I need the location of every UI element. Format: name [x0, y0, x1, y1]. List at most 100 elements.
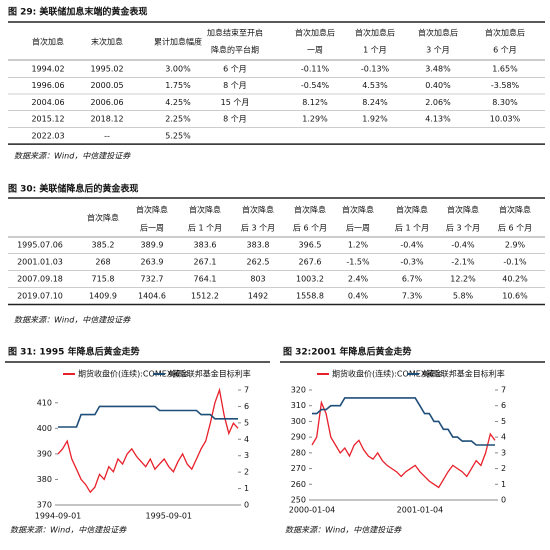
y2-tick-label: 4 — [501, 433, 506, 442]
cell: -- — [104, 131, 110, 140]
cell: 803 — [250, 275, 265, 284]
cell: 2.9% — [505, 241, 526, 250]
y-tick-label: 260 — [291, 480, 306, 489]
cell: 1994.02 — [31, 65, 64, 74]
cell: 2019.07.10 — [17, 292, 63, 301]
cell: 2022.03 — [31, 131, 64, 140]
cell: 1.65% — [492, 65, 518, 74]
cell: 1558.8 — [296, 292, 324, 301]
header-cell: 后 6 个月 — [293, 223, 327, 233]
y2-tick-label: 3 — [244, 451, 249, 460]
y2-tick-label: 3 — [501, 448, 506, 457]
header-cell: 首次降息 — [499, 205, 531, 215]
cell: 15 个月 — [221, 98, 250, 107]
cell: 5.25% — [165, 131, 191, 140]
cell: 4.53% — [362, 81, 388, 90]
y-tick-label: 370 — [37, 501, 52, 510]
chart-title: 图 31: 1995 年降息后黄金走势 — [8, 346, 140, 358]
cell: 2000.05 — [90, 81, 123, 90]
cell: 2018.12 — [90, 115, 123, 124]
legend-label: 期货收盘价(连续):COMEX黄金 — [332, 369, 442, 379]
series-line — [58, 405, 238, 428]
source: 数据来源：Wind，中信建投证券 — [285, 526, 402, 535]
y2-tick-label: 5 — [244, 418, 249, 427]
cell: 1404.6 — [138, 292, 166, 301]
cell: 0.40% — [425, 81, 451, 90]
table-title: 图 30: 美联储降息后的黄金表现 — [8, 183, 138, 195]
header-cell: 1 个月 — [363, 46, 387, 55]
header-cell: 后一周 — [346, 223, 370, 233]
cell: 1492 — [248, 292, 268, 301]
cell: 4.25% — [165, 98, 191, 107]
y2-tick-label: 7 — [501, 386, 506, 395]
header-cell: 首次降息 — [294, 205, 326, 215]
y2-tick-label: 4 — [244, 435, 249, 444]
cell: -0.4% — [451, 241, 475, 250]
y2-tick-label: 5 — [501, 417, 506, 426]
header-cell: 首次加息后 — [295, 28, 335, 38]
cell: 262.5 — [247, 258, 270, 267]
cell: 3.48% — [425, 65, 451, 74]
y2-tick-label: 1 — [244, 484, 249, 493]
y2-tick-label: 7 — [244, 386, 249, 395]
x-tick-label: 1995-09-01 — [146, 512, 193, 521]
y-tick-label: 320 — [291, 386, 306, 395]
cell: 7.3% — [402, 292, 423, 301]
cell: -1.5% — [346, 258, 370, 267]
header-cell: 末次加息 — [91, 37, 123, 47]
cell: 715.8 — [92, 275, 115, 284]
cell: 8.12% — [302, 98, 328, 107]
cell: -0.4% — [400, 241, 424, 250]
cell: 268 — [95, 258, 110, 267]
legend-label: 美国:联邦基金目标利率 — [422, 369, 505, 379]
header-cell: 后一周 — [140, 223, 164, 233]
cell: 2007.09.18 — [17, 275, 63, 284]
cell: 2.25% — [165, 115, 191, 124]
cell: 2004.06 — [31, 98, 64, 107]
y-tick-label: 290 — [291, 433, 306, 442]
header-cell: 首次降息 — [396, 205, 428, 215]
cell: 385.2 — [92, 241, 115, 250]
cell: 3.00% — [165, 65, 191, 74]
cell: 1995.07.06 — [17, 241, 63, 250]
x-tick-label: 1994-09-01 — [35, 512, 82, 521]
y2-tick-label: 2 — [244, 468, 249, 477]
cell: 2006.06 — [90, 98, 123, 107]
header-cell: 首次加息后 — [485, 28, 525, 38]
cell: 263.9 — [141, 258, 164, 267]
source: 数据来源：Wind，中信建投证券 — [14, 316, 131, 325]
header-cell: 6 个月 — [493, 46, 517, 55]
series-line — [57, 387, 239, 494]
cell: -3.58% — [491, 81, 520, 90]
y-tick-label: 380 — [37, 475, 52, 484]
header-cell: 加息结束至开启 — [207, 28, 263, 38]
y-tick-label: 390 — [37, 449, 52, 458]
y2-tick-label: 0 — [244, 501, 249, 510]
cell: -0.11% — [301, 65, 330, 74]
header-cell: 后 3 个月 — [446, 223, 480, 233]
y2-tick-label: 1 — [501, 480, 506, 489]
y2-tick-label: 2 — [501, 464, 506, 473]
header-cell: 首次加息后 — [355, 28, 395, 38]
x-tick-label: 2001-01-04 — [397, 506, 444, 515]
cell: 8.30% — [492, 98, 518, 107]
header-cell: 后 6 个月 — [498, 223, 532, 233]
cell: 6.7% — [402, 275, 423, 284]
chart-title: 图 32:2001 年降息后黄金走势 — [283, 346, 411, 358]
y-tick-label: 400 — [37, 424, 52, 433]
series-line — [312, 397, 495, 446]
y-tick-label: 250 — [291, 496, 306, 505]
y-tick-label: 300 — [291, 417, 306, 426]
cell: 1.92% — [362, 115, 388, 124]
header-cell: 首次降息 — [136, 205, 168, 215]
cell: 267.1 — [194, 258, 217, 267]
cell: 2.4% — [348, 275, 369, 284]
cell: 0.4% — [348, 292, 369, 301]
cell: 1.29% — [302, 115, 328, 124]
cell: 40.2% — [502, 275, 528, 284]
table-title: 图 29: 美联储加息末端的黄金表现 — [8, 6, 147, 18]
header-cell: 累计加息幅度 — [154, 37, 202, 47]
cell: 267.6 — [299, 258, 322, 267]
header-cell: 首次加息 — [32, 37, 64, 47]
